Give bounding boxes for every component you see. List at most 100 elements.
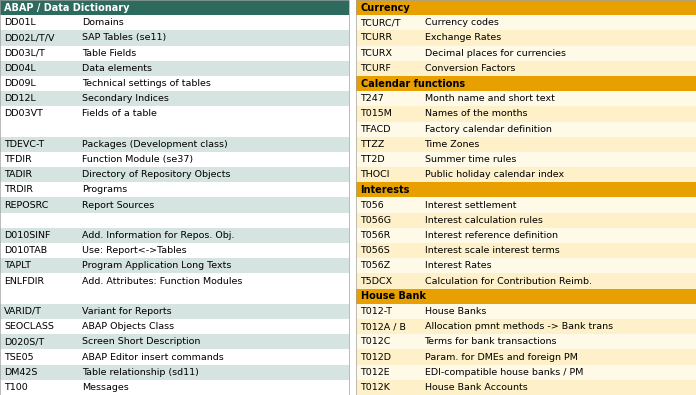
Bar — [0, 182, 349, 198]
Text: Interest scale interest terms: Interest scale interest terms — [425, 246, 560, 255]
Bar — [356, 91, 696, 106]
Bar — [0, 76, 349, 91]
Bar — [356, 334, 696, 350]
Text: Screen Short Description: Screen Short Description — [82, 337, 200, 346]
Text: DD01L: DD01L — [4, 18, 36, 27]
Bar — [0, 30, 349, 45]
Text: Fields of a table: Fields of a table — [82, 109, 157, 118]
Bar — [356, 0, 696, 395]
Text: TTZZ: TTZZ — [361, 140, 385, 149]
Bar — [356, 258, 696, 273]
Text: Use: Report<->Tables: Use: Report<->Tables — [82, 246, 187, 255]
Text: TCURR: TCURR — [361, 34, 393, 43]
Text: SAP Tables (se11): SAP Tables (se11) — [82, 34, 166, 43]
Bar — [356, 152, 696, 167]
Bar — [0, 350, 349, 365]
Text: Report Sources: Report Sources — [82, 201, 155, 210]
Text: Function Module (se37): Function Module (se37) — [82, 155, 193, 164]
Text: T012D: T012D — [361, 352, 392, 361]
Text: Secondary Indices: Secondary Indices — [82, 94, 169, 103]
Text: Interests: Interests — [361, 185, 410, 195]
Text: Interest calculation rules: Interest calculation rules — [425, 216, 542, 225]
Text: Conversion Factors: Conversion Factors — [425, 64, 515, 73]
Bar — [0, 365, 349, 380]
Bar — [0, 289, 349, 304]
Text: DM42S: DM42S — [4, 368, 38, 377]
Text: Names of the months: Names of the months — [425, 109, 527, 118]
Bar — [0, 0, 349, 395]
Bar — [0, 122, 349, 137]
Bar — [356, 213, 696, 228]
Text: Directory of Repository Objects: Directory of Repository Objects — [82, 170, 230, 179]
Bar — [0, 91, 349, 106]
Text: REPOSRC: REPOSRC — [4, 201, 49, 210]
Text: Variant for Reports: Variant for Reports — [82, 307, 172, 316]
Text: Data elements: Data elements — [82, 64, 152, 73]
Bar — [356, 106, 696, 122]
Text: D010TAB: D010TAB — [4, 246, 47, 255]
Bar — [0, 319, 349, 334]
Text: Program Application Long Texts: Program Application Long Texts — [82, 261, 232, 270]
Text: Factory calendar definition: Factory calendar definition — [425, 125, 551, 134]
Bar — [0, 0, 349, 15]
Text: Allocation pmnt methods -> Bank trans: Allocation pmnt methods -> Bank trans — [425, 322, 612, 331]
Text: DD03L/T: DD03L/T — [4, 49, 45, 58]
Text: TFACD: TFACD — [361, 125, 391, 134]
Bar — [356, 76, 696, 91]
Text: T012E: T012E — [361, 368, 390, 377]
Bar — [356, 319, 696, 334]
Text: T247: T247 — [361, 94, 384, 103]
Text: DD12L: DD12L — [4, 94, 36, 103]
Text: Interest settlement: Interest settlement — [425, 201, 516, 210]
Text: EDI-compatible house banks / PM: EDI-compatible house banks / PM — [425, 368, 583, 377]
Bar — [0, 106, 349, 122]
Text: TAPLT: TAPLT — [4, 261, 31, 270]
Text: VARID/T: VARID/T — [4, 307, 42, 316]
Text: Terms for bank transactions: Terms for bank transactions — [425, 337, 557, 346]
Text: DD03VT: DD03VT — [4, 109, 43, 118]
Text: TFDIR: TFDIR — [4, 155, 32, 164]
Text: T015M: T015M — [361, 109, 393, 118]
Text: Month name and short text: Month name and short text — [425, 94, 555, 103]
Text: ABAP / Data Dictionary: ABAP / Data Dictionary — [4, 3, 129, 13]
Bar — [0, 304, 349, 319]
Text: SEOCLASS: SEOCLASS — [4, 322, 54, 331]
Text: Technical settings of tables: Technical settings of tables — [82, 79, 211, 88]
Text: T056G: T056G — [361, 216, 392, 225]
Bar — [356, 198, 696, 213]
Text: Table Fields: Table Fields — [82, 49, 136, 58]
Text: T056R: T056R — [361, 231, 391, 240]
Text: Currency: Currency — [361, 3, 410, 13]
Text: TRDIR: TRDIR — [4, 185, 33, 194]
Text: Domains: Domains — [82, 18, 124, 27]
Text: T012A / B: T012A / B — [361, 322, 406, 331]
Bar — [0, 228, 349, 243]
Bar — [0, 273, 349, 289]
Text: T056Z: T056Z — [361, 261, 390, 270]
Text: Table relationship (sd11): Table relationship (sd11) — [82, 368, 199, 377]
Text: T056S: T056S — [361, 246, 390, 255]
Bar — [356, 45, 696, 61]
Bar — [0, 45, 349, 61]
Bar — [356, 30, 696, 45]
Text: TCURX: TCURX — [361, 49, 393, 58]
Text: ABAP Editor insert commands: ABAP Editor insert commands — [82, 352, 224, 361]
Text: Public holiday calendar index: Public holiday calendar index — [425, 170, 564, 179]
Bar — [0, 167, 349, 182]
Text: Interest reference definition: Interest reference definition — [425, 231, 557, 240]
Bar — [0, 15, 349, 30]
Text: TCURF: TCURF — [361, 64, 391, 73]
Text: ABAP Objects Class: ABAP Objects Class — [82, 322, 174, 331]
Text: T100: T100 — [4, 383, 28, 392]
Bar — [0, 61, 349, 76]
Bar — [356, 137, 696, 152]
Text: DD02L/T/V: DD02L/T/V — [4, 34, 55, 43]
Text: T012C: T012C — [361, 337, 391, 346]
Bar — [356, 228, 696, 243]
Text: DD04L: DD04L — [4, 64, 36, 73]
Bar — [356, 167, 696, 182]
Text: Add. Information for Repos. Obj.: Add. Information for Repos. Obj. — [82, 231, 235, 240]
Bar — [356, 304, 696, 319]
Bar — [356, 182, 696, 198]
Text: DD09L: DD09L — [4, 79, 36, 88]
